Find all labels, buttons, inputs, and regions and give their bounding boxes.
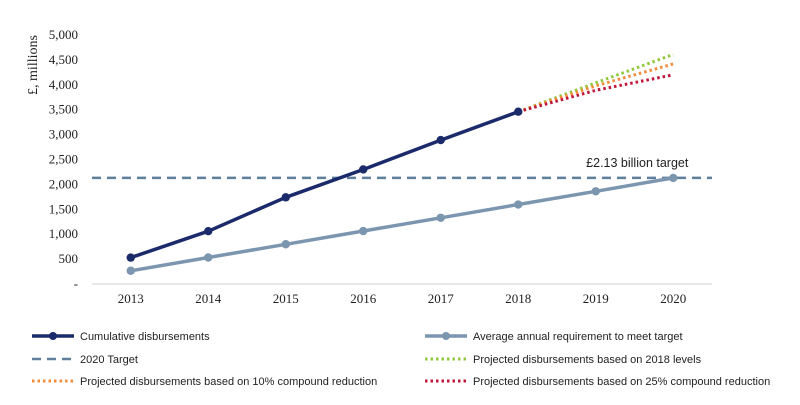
y-tick-label: 3,000: [49, 127, 78, 142]
x-tick-label: 2019: [583, 291, 609, 306]
data-point: [359, 226, 368, 236]
y-tick-label: 4,000: [49, 77, 78, 92]
x-ticks: 2013 2014 2015 2016 2017 2018 2019 2020: [118, 291, 687, 306]
data-point: [126, 253, 135, 262]
x-tick-label: 2017: [428, 291, 455, 306]
legend-label: Projected disbursements based on 2018 le…: [473, 354, 702, 366]
legend-label: 2020 Target: [80, 354, 138, 366]
series-layer: [92, 52, 712, 275]
series-0: [126, 107, 523, 262]
legend-item: Projected disbursements based on 2018 le…: [425, 354, 702, 366]
data-point: [281, 240, 290, 249]
y-axis-title: £, millions: [26, 35, 41, 95]
legend-label: Cumulative disbursements: [80, 331, 210, 343]
y-tick-label: 3,500: [49, 102, 78, 117]
projection-line: [517, 52, 674, 114]
y-tick-label: -: [74, 276, 78, 291]
x-tick-label: 2020: [660, 291, 686, 306]
legend-item: Cumulative disbursements: [32, 331, 210, 343]
legend-item: 2020 Target: [32, 354, 138, 366]
data-point: [669, 173, 678, 183]
data-point: [436, 135, 445, 145]
legend-marker: [442, 332, 450, 340]
y-tick-label: 5,000: [49, 27, 78, 42]
y-tick-label: 1,500: [49, 201, 78, 216]
data-point: [204, 227, 213, 236]
legend: Cumulative disbursements Average annual r…: [32, 331, 770, 388]
series-5: [517, 73, 674, 114]
legend-label: Average annual requirement to meet targe…: [473, 331, 683, 343]
series-3: [517, 52, 674, 114]
series-line: [130, 176, 674, 273]
x-tick-label: 2013: [118, 291, 144, 306]
legend-item: Projected disbursements based on 10% com…: [32, 376, 377, 388]
legend-item: Projected disbursements based on 25% com…: [425, 376, 770, 388]
y-tick-label: 4,500: [49, 52, 78, 67]
data-point: [436, 213, 445, 222]
legend-label: Projected disbursements based on 25% com…: [473, 376, 770, 388]
data-point: [514, 107, 523, 116]
legend-item: Average annual requirement to meet targe…: [425, 331, 683, 343]
x-tick-label: 2018: [505, 291, 531, 306]
target-annotation: £2.13 billion target: [586, 156, 689, 170]
data-point: [359, 165, 368, 174]
x-tick-label: 2015: [273, 291, 299, 306]
y-tick-label: 2,500: [49, 152, 78, 167]
data-point: [126, 266, 135, 275]
y-ticks: - 500 1,000 1,500 2,000 2,500 3,000 3,500 4,000 4…: [49, 27, 78, 291]
legend-label: Projected disbursements based on 10% com…: [80, 376, 377, 388]
series-line: [130, 110, 519, 260]
x-tick-label: 2014: [195, 291, 222, 306]
data-point: [204, 253, 213, 262]
y-tick-label: 500: [59, 251, 79, 266]
y-tick-label: 2,000: [49, 176, 78, 191]
series-1: [126, 173, 678, 275]
y-tick-label: 1,000: [49, 226, 78, 241]
data-point: [514, 200, 523, 209]
annotations: £2.13 billion target: [586, 156, 689, 170]
projection-line: [517, 73, 674, 114]
data-point: [591, 187, 600, 196]
data-point: [281, 193, 290, 202]
legend-marker: [49, 332, 57, 340]
x-tick-label: 2016: [350, 291, 377, 306]
